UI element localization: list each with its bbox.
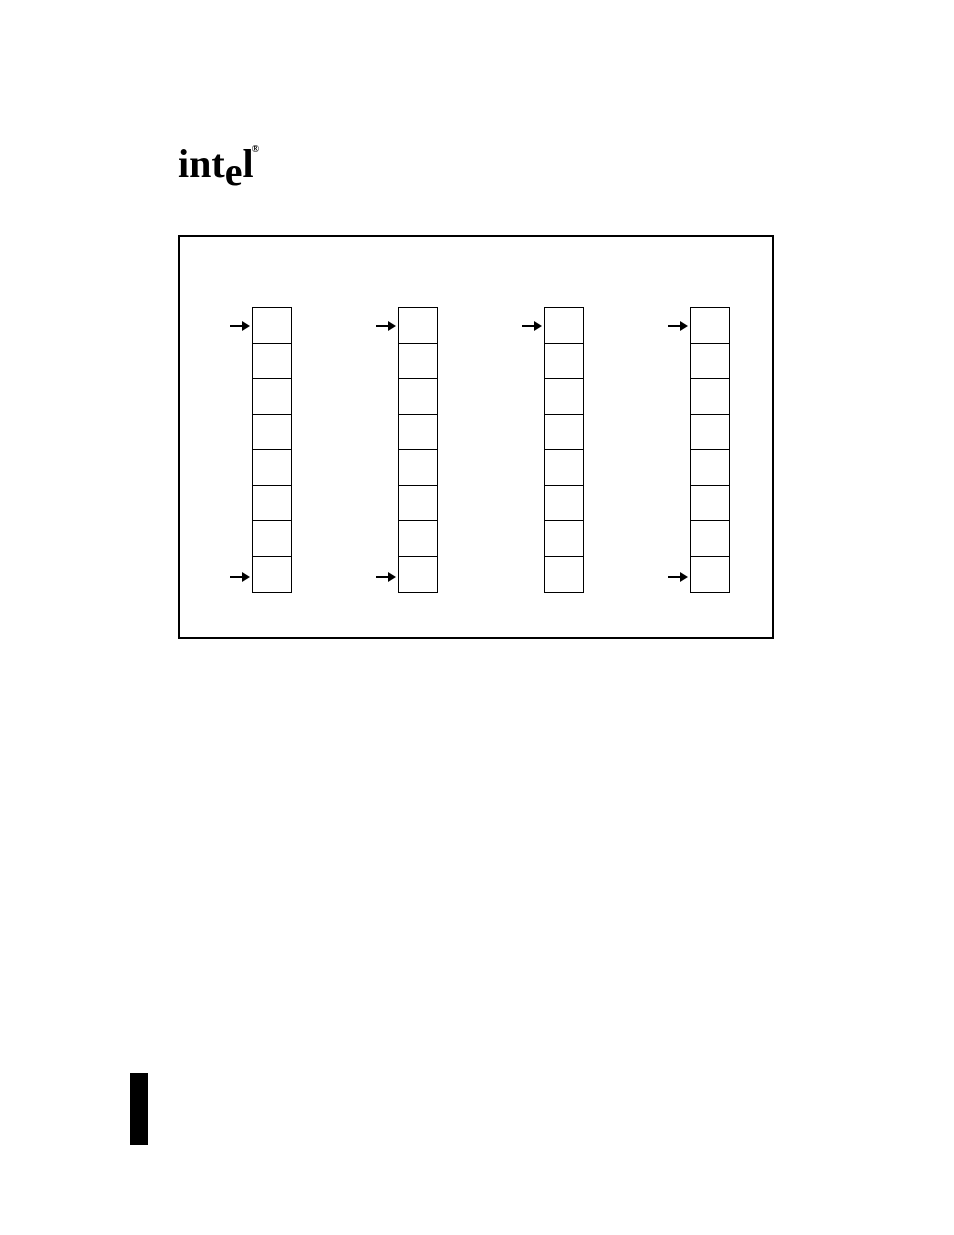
- stack-cell: [690, 378, 730, 415]
- page-marker-bar: [130, 1073, 148, 1145]
- stack-cell: [398, 449, 438, 486]
- arrow-icon: [522, 321, 542, 331]
- stack-cell: [398, 556, 438, 593]
- stack-cell: [690, 485, 730, 522]
- figure-frame: [178, 235, 774, 639]
- cell-stack: [690, 307, 730, 593]
- arrow-icon: [668, 572, 688, 582]
- stack-3: [544, 307, 584, 593]
- stack-cell: [690, 343, 730, 380]
- stack-cell: [544, 556, 584, 593]
- stack-cell: [544, 307, 584, 344]
- stack-cell: [544, 343, 584, 380]
- stack-cell: [252, 414, 292, 451]
- stack-cell: [398, 520, 438, 557]
- stack-cell: [398, 378, 438, 415]
- stack-cell: [544, 520, 584, 557]
- stack-cell: [398, 485, 438, 522]
- stack-cell: [544, 378, 584, 415]
- stack-4: [690, 307, 730, 593]
- stack-cell: [398, 343, 438, 380]
- stack-cell: [252, 520, 292, 557]
- stack-cell: [252, 485, 292, 522]
- stack-cell: [544, 449, 584, 486]
- stack-cell: [690, 307, 730, 344]
- stack-cell: [690, 414, 730, 451]
- stack-1: [252, 307, 292, 593]
- stack-cell: [544, 414, 584, 451]
- arrow-icon: [230, 572, 250, 582]
- stack-cell: [690, 556, 730, 593]
- arrow-icon: [668, 321, 688, 331]
- cell-stack: [544, 307, 584, 593]
- logo-registered: ®: [252, 144, 259, 155]
- arrow-icon: [376, 321, 396, 331]
- stack-cell: [252, 378, 292, 415]
- cell-stack: [398, 307, 438, 593]
- arrow-icon: [230, 321, 250, 331]
- intel-logo: intel®: [178, 140, 261, 187]
- stack-cell: [252, 307, 292, 344]
- logo-dropped-e: e: [225, 148, 243, 195]
- stack-cell: [544, 485, 584, 522]
- stack-cell: [398, 414, 438, 451]
- cell-stack: [252, 307, 292, 593]
- stack-cell: [690, 449, 730, 486]
- stack-cell: [690, 520, 730, 557]
- arrow-icon: [376, 572, 396, 582]
- stack-cell: [252, 343, 292, 380]
- stack-cell: [398, 307, 438, 344]
- stack-cell: [252, 449, 292, 486]
- stack-2: [398, 307, 438, 593]
- stack-cell: [252, 556, 292, 593]
- logo-text-before-e: int: [178, 141, 225, 186]
